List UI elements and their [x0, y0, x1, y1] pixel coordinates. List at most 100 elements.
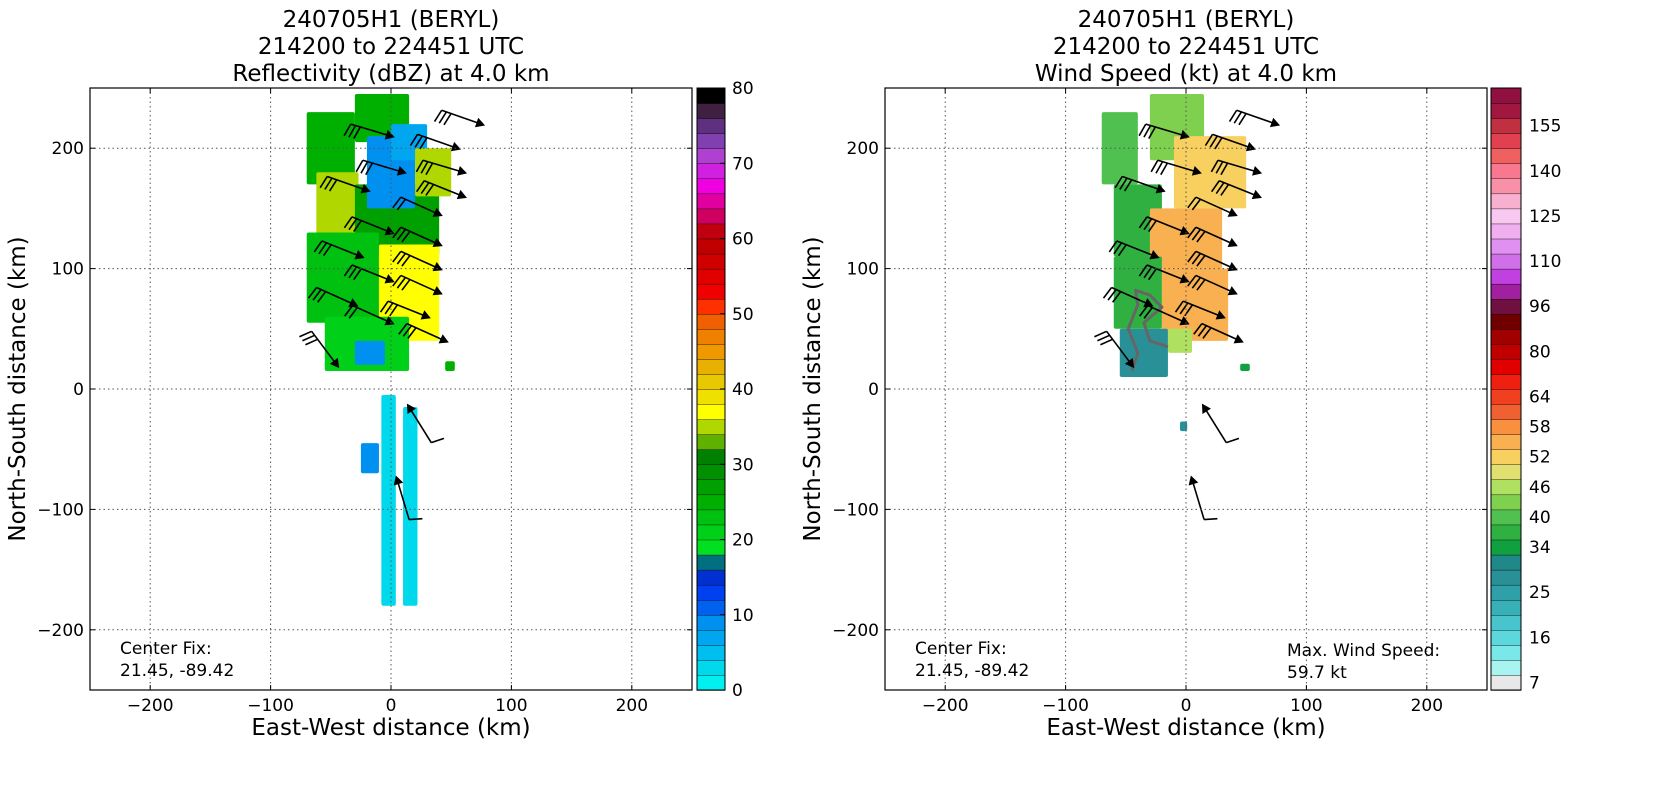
barb-feather	[379, 300, 389, 313]
colorbar-segment	[1490, 433, 1522, 450]
barb-feather	[1102, 287, 1113, 299]
colorbar-tick-label: 80	[732, 79, 754, 99]
colorbar-tick-label: 52	[1529, 448, 1551, 468]
colorbar-tick-label: 140	[1529, 162, 1561, 182]
colorbar-segment	[696, 147, 726, 164]
colorbar-segment	[1490, 208, 1522, 225]
colorbar-segment	[1490, 584, 1522, 601]
barb-shaft	[316, 286, 356, 306]
barb-head	[1179, 316, 1190, 326]
barb-feather	[1143, 218, 1153, 231]
colorbar-segment	[1490, 358, 1522, 375]
barb-shaft	[1146, 216, 1187, 234]
barb-head	[1191, 166, 1202, 176]
wind-barb	[1193, 322, 1244, 344]
barb-feather	[1191, 277, 1202, 289]
colorbar-segment	[1490, 479, 1522, 496]
wind-barb	[406, 403, 445, 444]
colorbar-segment	[696, 464, 726, 481]
colorbar-segment	[1490, 418, 1522, 435]
wind-barb	[1094, 330, 1135, 369]
barb-shaft	[1191, 479, 1205, 520]
wind-barb	[393, 475, 423, 521]
barb-shaft	[400, 196, 440, 216]
colorbar-segment	[696, 614, 726, 631]
barb-feather	[1210, 180, 1220, 193]
wind-barb	[392, 226, 443, 248]
colorbar-segment	[696, 313, 726, 330]
barb-feather	[1094, 330, 1107, 338]
barb-shaft	[1122, 175, 1163, 192]
barb-feather	[343, 216, 353, 229]
barb-feather	[401, 279, 411, 291]
barb-shaft	[1195, 250, 1235, 270]
barb-shaft	[1201, 322, 1241, 342]
colorbar-segment	[1490, 313, 1522, 330]
colorbar-tick-label: 40	[1529, 508, 1551, 528]
barb-feather	[1204, 517, 1218, 521]
wind-barb	[299, 330, 340, 369]
x-tick-label: −100	[1042, 696, 1089, 716]
colorbar-segment	[696, 554, 726, 571]
colorbar-segment	[1490, 238, 1522, 255]
x-tick-label: −200	[127, 696, 174, 716]
colorbar-segment	[1490, 178, 1522, 195]
barb-feather	[1187, 274, 1197, 287]
y-axis-label: North-South distance (km)	[5, 236, 31, 541]
wind-barb	[1187, 196, 1238, 217]
barb-head	[1251, 189, 1262, 200]
barb-head	[1245, 141, 1256, 152]
y-tick-label: −100	[832, 500, 879, 520]
barb-feather	[1138, 216, 1148, 229]
center-fix-value: 21.45, -89.42	[915, 661, 1029, 681]
barb-feather	[1196, 230, 1206, 243]
colorbar-segment	[1490, 614, 1522, 631]
wind-barb	[1187, 250, 1238, 272]
colorbar-segment	[696, 433, 726, 450]
barb-feather	[1148, 220, 1157, 233]
barb-feather	[319, 176, 328, 189]
field-region	[445, 361, 455, 371]
barb-head	[432, 286, 443, 296]
barb-head	[1188, 475, 1199, 486]
colorbar-segment	[696, 298, 726, 315]
barb-feather	[1143, 125, 1152, 138]
barb-feather	[1097, 334, 1110, 342]
colorbar-tick-label: 96	[1529, 297, 1551, 317]
wind-barb	[392, 250, 443, 272]
barb-feather	[1209, 135, 1218, 148]
barb-feather	[1191, 198, 1202, 211]
colorbar-segment	[1490, 659, 1522, 676]
barb-feather	[1148, 268, 1157, 281]
wind-barb	[343, 264, 395, 284]
barb-feather	[1226, 437, 1240, 444]
x-tick-label: 100	[1290, 696, 1322, 716]
chart-title-line-2: 214200 to 224451 UTC	[258, 34, 524, 60]
colorbar-segment	[696, 509, 726, 526]
wind-barb	[1138, 216, 1190, 236]
barb-head	[432, 261, 443, 272]
barb-feather	[420, 182, 430, 195]
field-region	[381, 395, 396, 606]
y-tick-label: 0	[868, 380, 879, 400]
barb-feather	[420, 161, 429, 174]
barb-head	[406, 403, 416, 414]
colorbar-segment	[696, 208, 726, 225]
barb-feather	[1233, 111, 1243, 124]
colorbar-tick-label: 40	[732, 380, 754, 400]
x-tick-label: 0	[1181, 696, 1192, 716]
barb-feather	[1196, 279, 1206, 291]
barb-head	[450, 141, 461, 152]
barb-feather	[1193, 323, 1203, 335]
barb-head	[1227, 207, 1238, 217]
colorbar-segment	[696, 102, 726, 119]
field-region	[354, 340, 385, 365]
barb-feather	[1155, 161, 1164, 174]
barb-feather	[1114, 176, 1123, 189]
barb-shaft	[1218, 180, 1259, 198]
barb-feather	[1210, 159, 1219, 173]
barb-head	[1269, 117, 1281, 128]
barb-feather	[312, 289, 322, 301]
colorbar-segment	[1490, 283, 1522, 300]
barb-shaft	[352, 304, 392, 324]
